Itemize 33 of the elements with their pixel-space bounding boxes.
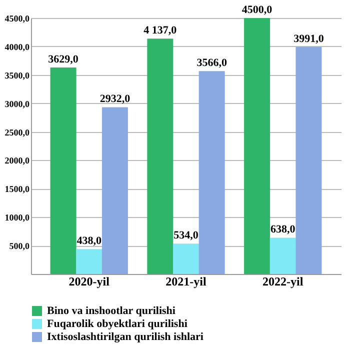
- data-label: 3629,0: [48, 54, 79, 66]
- data-label: 2932,0: [100, 93, 131, 106]
- bar: [147, 38, 174, 274]
- legend-label: Bino va inshootlar qurilishi: [47, 305, 176, 317]
- y-tick-label: 1500,0: [4, 184, 30, 194]
- bar: [244, 18, 270, 274]
- bar: [173, 244, 199, 274]
- bar: [296, 46, 322, 274]
- bar: [50, 68, 76, 274]
- x-tick-label: 2021-yil: [166, 274, 207, 288]
- bar: [198, 71, 225, 274]
- y-tick-label: 3000,0: [4, 98, 30, 109]
- y-tick-label: 2500,0: [4, 127, 30, 138]
- data-label: 438,0: [76, 235, 102, 248]
- y-tick-label: 3500,0: [4, 70, 30, 80]
- data-label: 3991,0: [294, 32, 324, 45]
- data-label: 4 137,0: [144, 24, 178, 37]
- y-tick-label: 4000,0: [4, 42, 30, 52]
- y-tick-label: 1000,0: [4, 212, 30, 223]
- data-label: 534,0: [174, 230, 199, 242]
- bar: [270, 238, 296, 274]
- y-tick-label: 2000,0: [4, 156, 30, 166]
- data-label: 638,0: [270, 224, 296, 236]
- y-tick-label: 4500,0: [4, 14, 30, 24]
- y-tick-label: 500,0: [9, 241, 30, 252]
- data-label: 3566,0: [196, 57, 228, 70]
- x-tick-label: 2020-yil: [68, 274, 110, 288]
- bar: [76, 249, 102, 274]
- x-tick-label: 2022-yil: [262, 274, 304, 288]
- data-label: 4500,0: [242, 4, 273, 16]
- legend-label: Ixtisoslashtirilgan qurilish ishlari: [47, 331, 204, 343]
- bar: [102, 107, 128, 274]
- legend-label: Fuqarolik obyektlari qurilishi: [47, 318, 188, 330]
